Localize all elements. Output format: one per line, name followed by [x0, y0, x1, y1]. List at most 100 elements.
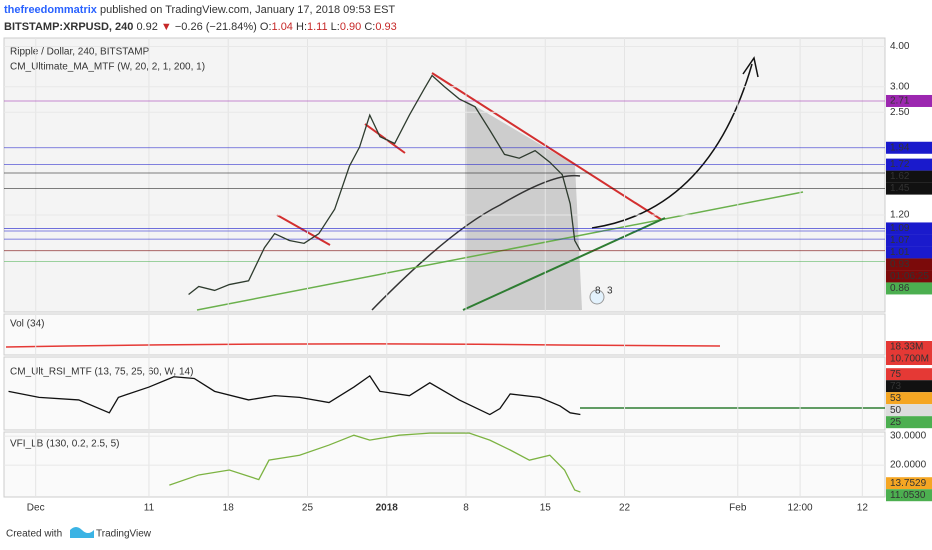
- price-label-box: [886, 489, 932, 502]
- price-label-box: [886, 282, 932, 295]
- price-label: 53: [890, 393, 902, 404]
- price-label: 75: [890, 369, 902, 380]
- price-label: 2.71: [890, 96, 910, 107]
- price-label: 1.01: [890, 247, 910, 258]
- price-label-box: [886, 416, 932, 429]
- countdown: 01:06:25: [890, 271, 929, 282]
- x-tick-label: Feb: [729, 503, 747, 514]
- o-label: O:: [260, 21, 272, 33]
- l-value: 0.90: [340, 21, 361, 33]
- y-tick-label: 2.50: [890, 107, 910, 118]
- vfi-pane: [3, 431, 886, 498]
- price-label-box: [886, 368, 932, 381]
- price-label: 1.72: [890, 159, 910, 170]
- price-label: 0.93: [890, 259, 910, 270]
- x-tick-label: 15: [540, 503, 552, 514]
- price-label: 0.86: [890, 283, 910, 294]
- price-label-box: [886, 94, 932, 107]
- price-label: 25: [890, 417, 902, 428]
- moving-average: [371, 174, 581, 311]
- footer-brand[interactable]: TradingView: [96, 529, 152, 540]
- volume-title: Vol (34): [10, 319, 44, 330]
- trendline: [462, 217, 666, 311]
- y-tick-label: 3.00: [890, 81, 910, 92]
- x-tick-label: 11: [144, 503, 155, 514]
- price-label-box: [886, 341, 932, 353]
- x-tick-label: 8: [463, 503, 469, 514]
- l-label: L:: [331, 21, 340, 33]
- price-label-box: [886, 353, 932, 365]
- price-label: 73: [890, 381, 902, 392]
- arrow-curve: [591, 63, 753, 229]
- price-label-box: [886, 404, 932, 417]
- price-label-box: [886, 380, 932, 393]
- price-label: 1.09: [890, 223, 910, 234]
- y-tick-label: 20.0000: [890, 460, 927, 471]
- price-label: 1.62: [890, 171, 910, 182]
- countdown-box: [886, 270, 932, 283]
- author[interactable]: thefreedommatrix: [4, 4, 98, 16]
- price-label-box: [886, 246, 932, 259]
- x-tick-label: 12:00: [788, 503, 813, 514]
- price-label-box: [886, 477, 932, 490]
- price-label-box: [886, 158, 932, 171]
- trendline: [431, 72, 663, 221]
- y-tick-label: 30.0000: [890, 431, 927, 442]
- event-count: 3: [607, 286, 613, 297]
- price-label-box: [886, 182, 932, 195]
- price-label-box: [886, 141, 932, 154]
- price-label: 10.700M: [890, 354, 929, 365]
- price-line: [169, 432, 581, 493]
- x-tick-label: Dec: [27, 503, 45, 514]
- price-label: 18.33M: [890, 342, 923, 353]
- volume-pane: [3, 313, 886, 356]
- header-line: thefreedommatrix published on TradingVie…: [4, 4, 395, 16]
- price-label-box: [886, 258, 932, 271]
- change: −0.26 (−21.84%): [175, 21, 257, 33]
- x-tick-label: 22: [619, 503, 631, 514]
- price-label: 1.94: [890, 142, 910, 153]
- rsi-title: CM_Ult_RSI_MTF (13, 75, 25, 60, W, 14): [10, 367, 193, 378]
- shaded-zone: [465, 100, 582, 310]
- h-label: H:: [296, 21, 307, 33]
- main-pane: [3, 37, 886, 313]
- o-value: 1.04: [272, 21, 293, 33]
- price-label: 1.45: [890, 183, 910, 194]
- last: 0.92: [136, 21, 157, 33]
- price-label: 50: [890, 405, 902, 416]
- x-tick-label: 25: [302, 503, 314, 514]
- price-label-box: [886, 170, 932, 183]
- price-line: [8, 374, 581, 416]
- price-line: [188, 74, 581, 295]
- brand-logo: [70, 527, 94, 538]
- price-label: 11.0530: [890, 490, 926, 501]
- c-value: 0.93: [375, 21, 396, 33]
- price-label-box: [886, 222, 932, 235]
- volume-average: [5, 343, 721, 348]
- trendline: [276, 214, 331, 246]
- y-tick-label: 4.00: [890, 41, 910, 52]
- x-tick-label: 2018: [376, 503, 399, 514]
- y-tick-label: 1.20: [890, 210, 910, 221]
- price-label: 1.07: [890, 235, 910, 246]
- price-label: 13.7529: [890, 478, 927, 489]
- arrow: ▼: [161, 21, 172, 33]
- symbol-line: BITSTAMP:XRPUSD, 240 0.92 ▼ −0.26 (−21.8…: [4, 21, 397, 33]
- event-count: 8: [595, 286, 601, 297]
- x-tick-label: 18: [223, 503, 235, 514]
- event-icon[interactable]: [589, 289, 605, 305]
- pane-frames: [3, 37, 886, 498]
- footer-prefix: Created with: [6, 529, 62, 540]
- h-value: 1.11: [307, 21, 328, 33]
- main-indicator: CM_Ultimate_MA_MTF (W, 20, 2, 1, 200, 1): [10, 62, 205, 73]
- x-tick-label: 12: [857, 503, 869, 514]
- byline: published on TradingView.com, January 17…: [100, 4, 395, 16]
- vfi-title: VFI_LB (130, 0.2, 2.5, 5): [10, 439, 120, 450]
- symbol: BITSTAMP:XRPUSD, 240: [4, 21, 133, 33]
- c-label: C:: [364, 21, 375, 33]
- price-label-box: [886, 392, 932, 405]
- arrow-head: [742, 56, 759, 78]
- price-label-box: [886, 234, 932, 247]
- main-title: Ripple / Dollar, 240, BITSTAMP: [10, 47, 150, 58]
